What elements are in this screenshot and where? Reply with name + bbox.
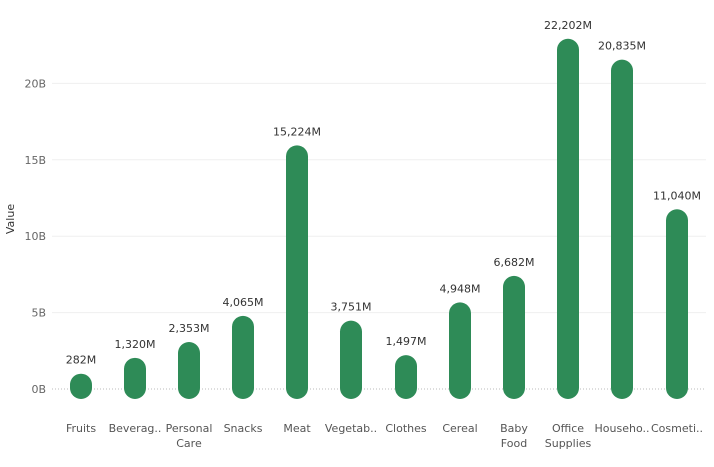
gridlines: [52, 82, 706, 390]
bar[interactable]: [611, 59, 633, 399]
data-label: 282M: [66, 354, 97, 367]
x-tick-label: Fruits: [66, 422, 96, 435]
x-tick-label-line: Care: [176, 437, 202, 450]
y-tick-label: 15B: [24, 154, 46, 167]
data-label: 20,835M: [598, 40, 646, 53]
bar[interactable]: [340, 320, 362, 399]
x-tick-label: Clothes: [385, 422, 427, 435]
x-tick-label: Vegetab..: [325, 422, 377, 435]
data-label: 4,948M: [440, 282, 481, 295]
y-tick-label: 20B: [24, 77, 46, 90]
y-axis-ticks: 0B 5B 10B 15B 20B: [24, 77, 46, 396]
x-tick-label-line: Meat: [283, 422, 311, 435]
x-tick-label: Office Supplies: [545, 422, 592, 450]
data-label: 15,224M: [273, 125, 321, 138]
x-tick-label-line: Food: [501, 437, 527, 450]
data-label: 22,202M: [544, 19, 592, 32]
y-tick-label: 0B: [31, 383, 46, 396]
bar[interactable]: [503, 275, 525, 399]
x-tick-label: Personal Care: [166, 422, 213, 450]
x-tick-label: Meat: [283, 422, 311, 435]
data-label: 1,497M: [386, 335, 427, 348]
x-axis-categories: Fruits Beverag.. Personal Care Snacks Meat Veg…: [66, 422, 703, 450]
data-label: 6,682M: [494, 256, 535, 269]
data-labels: 282M 1,320M 2,353M 4,065M 15,224M 3,751M 1,497…: [66, 19, 701, 367]
x-tick-label-line: Vegetab..: [325, 422, 377, 435]
data-label: 2,353M: [169, 322, 210, 335]
x-tick-label-line: Fruits: [66, 422, 96, 435]
data-label: 11,040M: [653, 189, 701, 202]
bar[interactable]: [178, 342, 200, 399]
bar[interactable]: [395, 355, 417, 399]
bar[interactable]: [286, 145, 308, 399]
x-tick-label: Cosmeti..: [651, 422, 703, 435]
x-tick-label-line: Office: [552, 422, 584, 435]
bar[interactable]: [557, 38, 579, 399]
bar[interactable]: [232, 315, 254, 399]
x-tick-label: Househo..: [595, 422, 650, 435]
bar[interactable]: [70, 373, 92, 399]
data-label: 3,751M: [331, 301, 372, 314]
x-tick-label-line: Snacks: [224, 422, 263, 435]
x-tick-label-line: Househo..: [595, 422, 650, 435]
bar[interactable]: [124, 357, 146, 399]
x-tick-label: Cereal: [442, 422, 477, 435]
x-tick-label: Baby Food: [500, 422, 528, 450]
bar[interactable]: [449, 302, 471, 399]
x-tick-label-line: Cereal: [442, 422, 477, 435]
x-tick-label-line: Baby: [500, 422, 528, 435]
x-tick-label-line: Supplies: [545, 437, 592, 450]
x-tick-label-line: Cosmeti..: [651, 422, 703, 435]
x-tick-label: Beverag..: [109, 422, 162, 435]
bar[interactable]: [666, 209, 688, 399]
data-label: 1,320M: [115, 338, 156, 351]
x-tick-label: Snacks: [224, 422, 263, 435]
y-tick-label: 10B: [24, 230, 46, 243]
x-tick-label-line: Clothes: [385, 422, 427, 435]
y-tick-label: 5B: [31, 307, 46, 320]
bars: [70, 38, 688, 399]
data-label: 4,065M: [223, 296, 264, 309]
x-tick-label-line: Beverag..: [109, 422, 162, 435]
x-tick-label-line: Personal: [166, 422, 213, 435]
y-axis-title: Value: [4, 204, 17, 234]
